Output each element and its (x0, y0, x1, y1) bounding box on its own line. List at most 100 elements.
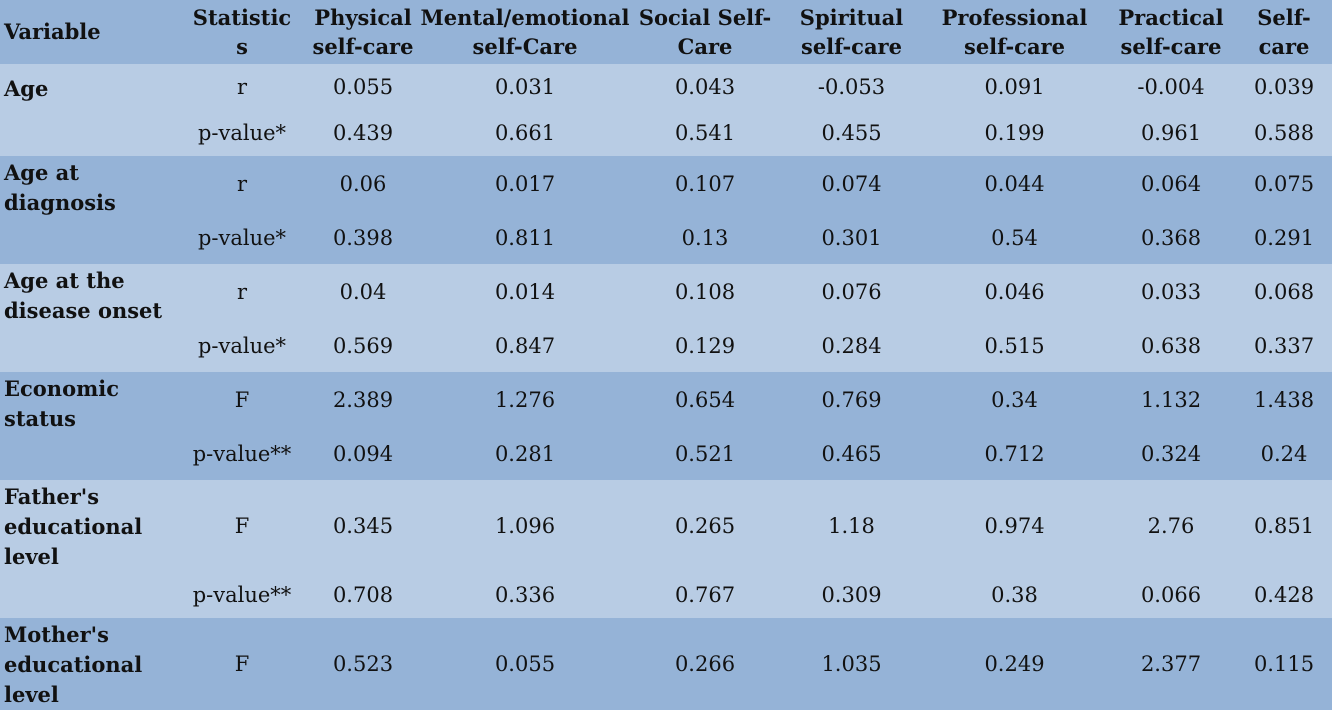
value-cell: 0.24 (1236, 427, 1332, 480)
column-header-professional: Professional self-care (923, 0, 1106, 64)
value-cell: 0.017 (420, 156, 630, 211)
value-cell: 0.129 (630, 319, 780, 372)
variable-cell: Mother's educational level (0, 618, 178, 710)
value-cell: 0.094 (306, 427, 420, 480)
table-row: p-value* 0.439 0.661 0.541 0.455 0.199 0… (0, 110, 1332, 156)
table-row: Mother's educational level F 0.523 0.055… (0, 618, 1332, 710)
column-header-statistics: Statistic s (178, 0, 306, 64)
value-cell: 0.523 (306, 618, 420, 710)
stat-cell: p-value* (178, 319, 306, 372)
value-cell: 0.091 (923, 64, 1106, 110)
value-cell: 2.377 (1106, 618, 1236, 710)
value-cell: 0.04 (306, 264, 420, 319)
value-cell: 0.515 (923, 319, 1106, 372)
variable-cell: Age at the disease onset (0, 264, 178, 372)
value-cell: 0.34 (923, 372, 1106, 427)
value-cell: 0.465 (780, 427, 923, 480)
value-cell: 0.074 (780, 156, 923, 211)
value-cell: 0.199 (923, 110, 1106, 156)
value-cell: 0.301 (780, 211, 923, 264)
value-cell: 0.031 (420, 64, 630, 110)
value-cell: 0.281 (420, 427, 630, 480)
column-header-variable: Variable (0, 0, 178, 64)
value-cell: 1.132 (1106, 372, 1236, 427)
stat-cell: F (178, 618, 306, 710)
value-cell: 0.455 (780, 110, 923, 156)
value-cell: 0.046 (923, 264, 1106, 319)
value-cell: 0.712 (923, 427, 1106, 480)
value-cell: 0.014 (420, 264, 630, 319)
value-cell: 0.108 (630, 264, 780, 319)
stat-cell: r (178, 156, 306, 211)
variable-cell: Father's educational level (0, 480, 178, 618)
value-cell: 0.428 (1236, 572, 1332, 618)
variable-cell: Age at diagnosis (0, 156, 178, 264)
value-cell: 0.055 (306, 64, 420, 110)
table-row: Father's educational level F 0.345 1.096… (0, 480, 1332, 618)
value-cell: 0.068 (1236, 264, 1332, 319)
value-cell: 0.075 (1236, 156, 1332, 211)
table-row: p-value** 0.708 0.336 0.767 0.309 0.38 0… (0, 572, 1332, 618)
column-header-mental: Mental/emotional self-Care (420, 0, 630, 64)
value-cell: 0.309 (780, 572, 923, 618)
header-row: Variable Statistic s Physical self-care Me… (0, 0, 1332, 64)
stat-cell: r (178, 264, 306, 319)
column-header-social: Social Self- Care (630, 0, 780, 64)
value-cell: 0.654 (630, 372, 780, 427)
stat-cell: p-value* (178, 211, 306, 264)
table-row: p-value** 0.094 0.281 0.521 0.465 0.712 … (0, 427, 1332, 480)
value-cell: 0.115 (1236, 618, 1332, 710)
value-cell: 0.266 (630, 618, 780, 710)
value-cell: 0.066 (1106, 572, 1236, 618)
variable-cell: Economic status (0, 372, 178, 480)
stat-cell: F (178, 372, 306, 427)
value-cell: 0.588 (1236, 110, 1332, 156)
value-cell: 1.035 (780, 618, 923, 710)
value-cell: 0.521 (630, 427, 780, 480)
table-row: Age r 0.055 0.031 0.043 -0.053 0.091 -0.… (0, 64, 1332, 156)
value-cell: 0.13 (630, 211, 780, 264)
stat-cell: p-value** (178, 572, 306, 618)
value-cell: 0.851 (1236, 480, 1332, 572)
value-cell: 0.345 (306, 480, 420, 572)
value-cell: 0.076 (780, 264, 923, 319)
value-cell: 0.055 (420, 618, 630, 710)
stat-cell: p-value** (178, 427, 306, 480)
variable-cell: Age (0, 64, 178, 156)
value-cell: 0.708 (306, 572, 420, 618)
value-cell: 0.398 (306, 211, 420, 264)
value-cell: 1.18 (780, 480, 923, 572)
value-cell: 0.324 (1106, 427, 1236, 480)
value-cell: 0.249 (923, 618, 1106, 710)
column-header-physical: Physical self-care (306, 0, 420, 64)
value-cell: 0.336 (420, 572, 630, 618)
column-header-practical: Practical self-care (1106, 0, 1236, 64)
value-cell: 1.276 (420, 372, 630, 427)
value-cell: 0.847 (420, 319, 630, 372)
value-cell: 0.265 (630, 480, 780, 572)
stat-cell: r (178, 64, 306, 110)
value-cell: 0.039 (1236, 64, 1332, 110)
value-cell: 0.769 (780, 372, 923, 427)
value-cell: 1.096 (420, 480, 630, 572)
value-cell: 0.541 (630, 110, 780, 156)
value-cell: 0.569 (306, 319, 420, 372)
table-row: Economic status F 2.389 1.276 0.654 0.76… (0, 372, 1332, 480)
value-cell: 0.961 (1106, 110, 1236, 156)
value-cell: 0.107 (630, 156, 780, 211)
value-cell: 0.767 (630, 572, 780, 618)
value-cell: -0.053 (780, 64, 923, 110)
value-cell: 2.76 (1106, 480, 1236, 572)
table-row: Age at the disease onset r 0.04 0.014 0.… (0, 264, 1332, 372)
value-cell: 0.284 (780, 319, 923, 372)
value-cell: -0.004 (1106, 64, 1236, 110)
value-cell: 0.368 (1106, 211, 1236, 264)
value-cell: 0.291 (1236, 211, 1332, 264)
stat-cell: p-value* (178, 110, 306, 156)
value-cell: 0.337 (1236, 319, 1332, 372)
value-cell: 0.06 (306, 156, 420, 211)
value-cell: 0.54 (923, 211, 1106, 264)
column-header-selfcare: Self-care (1236, 0, 1332, 64)
value-cell: 0.661 (420, 110, 630, 156)
table-row: p-value* 0.398 0.811 0.13 0.301 0.54 0.3… (0, 211, 1332, 264)
